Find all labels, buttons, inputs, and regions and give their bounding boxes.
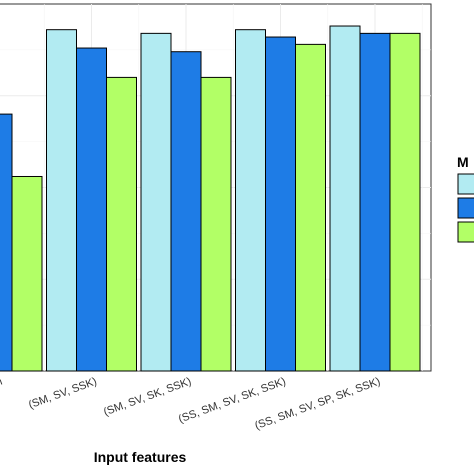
bar xyxy=(0,113,13,372)
x-tick-label: (SM, SV, SSK) xyxy=(27,376,99,412)
bar xyxy=(76,47,107,372)
bar xyxy=(46,29,77,372)
legend-key xyxy=(457,197,474,219)
bar xyxy=(140,32,172,372)
bar xyxy=(295,43,326,372)
legend-title: M xyxy=(457,154,469,170)
legend-key xyxy=(457,221,474,243)
bar xyxy=(170,51,202,372)
legend-keys xyxy=(457,173,474,243)
x-axis-title: Input features xyxy=(94,449,187,465)
bar xyxy=(265,36,296,372)
bar xyxy=(235,29,266,372)
legend-key xyxy=(457,173,474,195)
x-tick-label: (SM, SV, SK, SSK) xyxy=(102,376,193,419)
legend: M xyxy=(457,154,474,243)
bar xyxy=(389,32,421,372)
bar xyxy=(106,76,137,372)
x-tick-labels: m (SM, SV, SSK) (SM, SV, SK, SSK)(SS, SM, … xyxy=(0,376,382,433)
bar xyxy=(200,76,232,372)
bar xyxy=(359,32,391,372)
bars xyxy=(0,25,421,372)
x-tick-label: m xyxy=(0,376,4,390)
bar xyxy=(329,25,361,372)
bar xyxy=(11,175,43,372)
